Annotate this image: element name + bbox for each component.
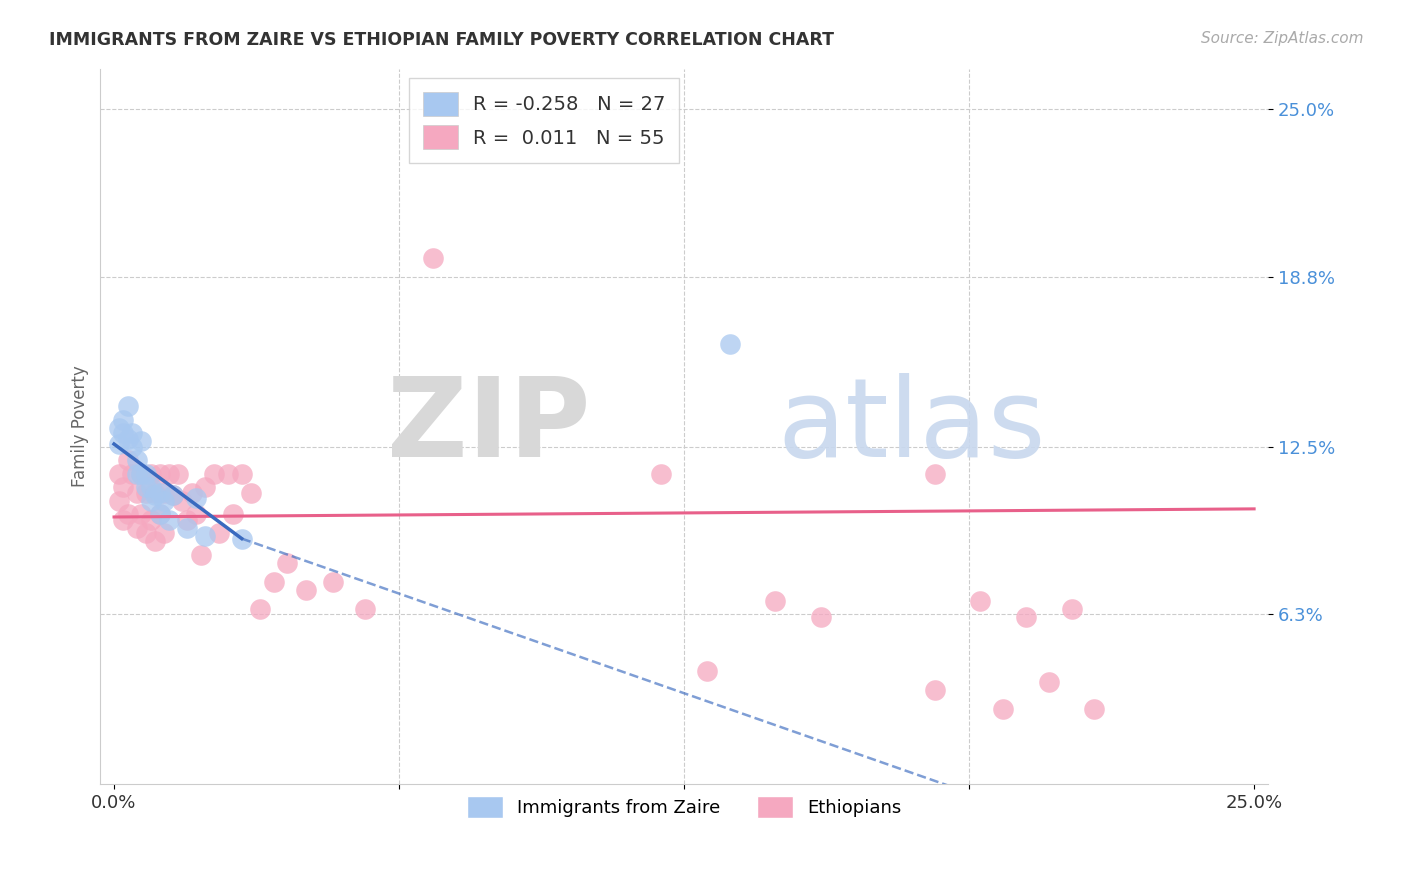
Point — [180, 485, 202, 500]
Point — [172, 493, 194, 508]
Point — [1060, 602, 1083, 616]
Point — [125, 485, 148, 500]
Point — [650, 467, 672, 481]
Point — [149, 485, 172, 500]
Point — [107, 421, 129, 435]
Point — [131, 434, 153, 449]
Point — [231, 467, 253, 481]
Point — [143, 485, 166, 500]
Point — [135, 467, 157, 481]
Y-axis label: Family Poverty: Family Poverty — [72, 366, 89, 487]
Point — [139, 513, 162, 527]
Point — [696, 664, 718, 678]
Point — [112, 480, 135, 494]
Point — [131, 467, 153, 481]
Point — [993, 702, 1015, 716]
Point — [149, 467, 172, 481]
Legend: Immigrants from Zaire, Ethiopians: Immigrants from Zaire, Ethiopians — [460, 789, 908, 825]
Point — [1083, 702, 1105, 716]
Point — [107, 467, 129, 481]
Text: IMMIGRANTS FROM ZAIRE VS ETHIOPIAN FAMILY POVERTY CORRELATION CHART: IMMIGRANTS FROM ZAIRE VS ETHIOPIAN FAMIL… — [49, 31, 834, 49]
Point — [239, 485, 262, 500]
Point — [162, 488, 184, 502]
Point — [718, 337, 741, 351]
Point — [121, 426, 143, 441]
Point — [107, 437, 129, 451]
Text: Source: ZipAtlas.com: Source: ZipAtlas.com — [1201, 31, 1364, 46]
Point — [139, 467, 162, 481]
Point — [149, 508, 172, 522]
Point — [221, 508, 243, 522]
Point — [135, 480, 157, 494]
Point — [190, 548, 212, 562]
Point — [924, 682, 946, 697]
Point — [202, 467, 225, 481]
Point — [249, 602, 271, 616]
Point — [139, 480, 162, 494]
Point — [121, 440, 143, 454]
Point — [763, 593, 786, 607]
Point — [117, 432, 139, 446]
Point — [322, 574, 344, 589]
Point — [231, 532, 253, 546]
Point — [117, 399, 139, 413]
Point — [167, 467, 190, 481]
Point — [153, 485, 176, 500]
Point — [149, 508, 172, 522]
Point — [184, 508, 207, 522]
Point — [294, 582, 316, 597]
Point — [194, 480, 217, 494]
Point — [139, 493, 162, 508]
Point — [135, 526, 157, 541]
Point — [125, 467, 148, 481]
Point — [924, 467, 946, 481]
Point — [194, 529, 217, 543]
Point — [276, 556, 298, 570]
Point — [125, 521, 148, 535]
Point — [157, 513, 180, 527]
Point — [112, 513, 135, 527]
Point — [131, 508, 153, 522]
Point — [112, 413, 135, 427]
Point — [1038, 674, 1060, 689]
Point — [143, 534, 166, 549]
Point — [125, 453, 148, 467]
Point — [1015, 610, 1038, 624]
Point — [208, 526, 231, 541]
Point — [131, 467, 153, 481]
Point — [184, 491, 207, 505]
Point — [112, 426, 135, 441]
Text: ZIP: ZIP — [387, 373, 591, 480]
Point — [153, 526, 176, 541]
Point — [157, 467, 180, 481]
Point — [422, 251, 444, 265]
Point — [117, 453, 139, 467]
Point — [217, 467, 239, 481]
Point — [353, 602, 375, 616]
Point — [135, 485, 157, 500]
Point — [143, 488, 166, 502]
Point — [263, 574, 285, 589]
Point — [176, 513, 198, 527]
Point — [176, 521, 198, 535]
Point — [153, 493, 176, 508]
Point — [121, 467, 143, 481]
Point — [162, 488, 184, 502]
Point — [969, 593, 991, 607]
Point — [117, 508, 139, 522]
Point — [810, 610, 832, 624]
Point — [107, 493, 129, 508]
Text: atlas: atlas — [778, 373, 1046, 480]
